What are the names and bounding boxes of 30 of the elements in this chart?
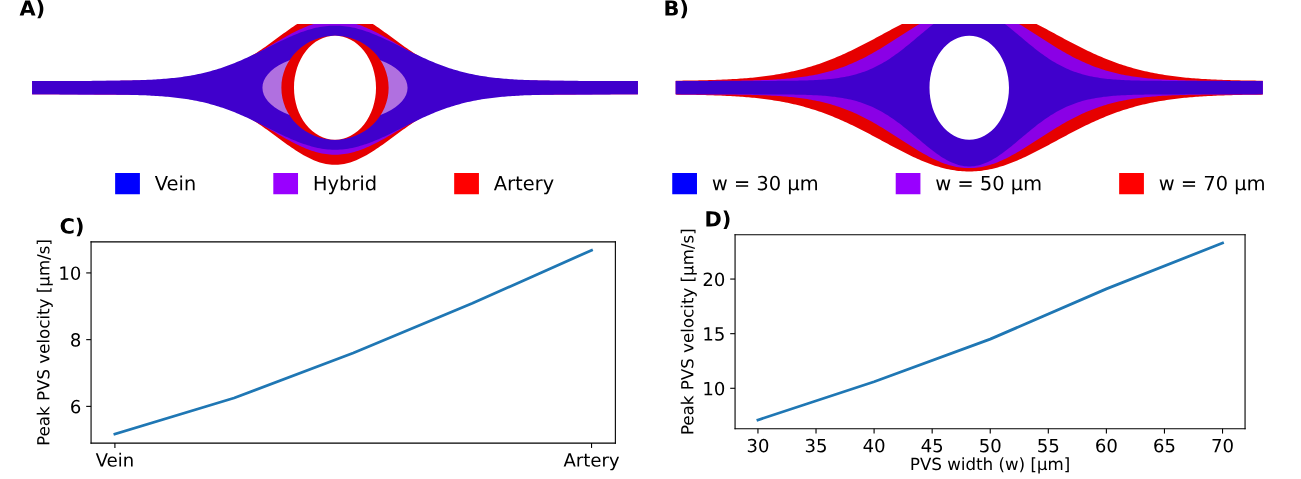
- y-tick-label: 10: [60, 266, 81, 281]
- legend-label: Artery: [493, 176, 554, 195]
- legend-label: w = 30 µm: [712, 175, 817, 195]
- legend-label: Hybrid: [314, 175, 376, 195]
- x-tick-label: 50: [980, 438, 1001, 453]
- y-axis-title: Peak PVS velocity [μm/s]: [680, 229, 697, 434]
- x-tick-label: 30: [747, 438, 769, 453]
- y-tick-label: 8: [71, 333, 81, 347]
- chart-title: D): [706, 210, 730, 230]
- legend-label: Vein: [154, 175, 195, 191]
- x-axis-title: PVS width (w) [μm]: [911, 457, 1069, 474]
- text: B): [665, 0, 688, 19]
- legend-label: w = 70 µm: [1159, 175, 1264, 195]
- x-tick-label: 35: [805, 438, 826, 453]
- y-tick-label: 10: [704, 381, 725, 396]
- line-series: [113, 248, 593, 436]
- legend-label: w = 50 µm: [936, 175, 1041, 195]
- y-tick-label: 6: [71, 399, 81, 414]
- x-tick-label: 60: [1096, 438, 1117, 453]
- y-axis-title: Peak PVS velocity [μm/s]: [36, 240, 53, 445]
- x-tick-label: 45: [921, 438, 943, 453]
- y-tick-label: 15: [704, 327, 724, 341]
- x-tick-label: 40: [863, 438, 885, 453]
- x-tick-label: 55: [1038, 438, 1059, 453]
- x-tick-label: 70: [1212, 438, 1233, 453]
- text: A): [19, 0, 44, 19]
- chart-title: C): [60, 217, 83, 237]
- y-tick-label: 20: [703, 272, 725, 287]
- x-tick-label: 65: [1154, 438, 1175, 453]
- line-series: [756, 241, 1224, 422]
